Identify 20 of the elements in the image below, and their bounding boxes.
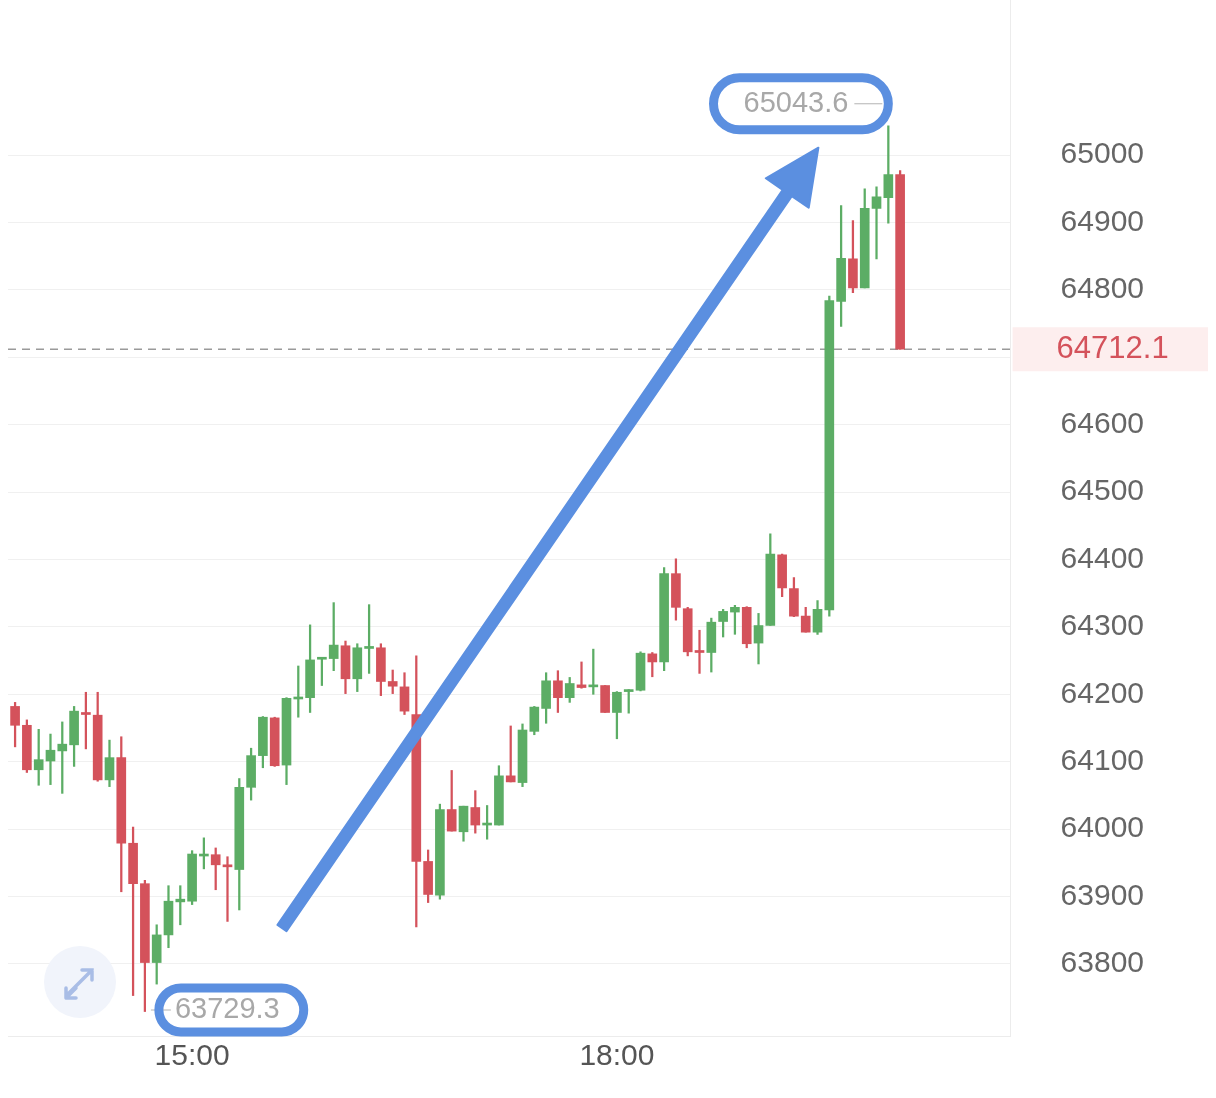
y-tick-label: 64000 [1060, 810, 1145, 844]
y-tick-label: 64400 [1060, 540, 1145, 574]
y-tick-label: 64200 [1060, 675, 1145, 709]
y-tick-label: 65000 [1060, 136, 1145, 170]
y-tick-label: 64100 [1060, 742, 1145, 776]
y-tick-label: 64600 [1060, 405, 1145, 439]
annotation: 65043.6 [743, 85, 849, 118]
y-tick-label: 63900 [1060, 877, 1145, 911]
y-tick-label: 64800 [1060, 271, 1145, 305]
x-tick-label: 18:00 [579, 1038, 655, 1072]
x-tick-label: 15:00 [154, 1038, 230, 1072]
ref-line-label: 64712.1 [1056, 329, 1169, 365]
y-tick-label: 63800 [1060, 945, 1145, 979]
annotation: 63729.3 [174, 992, 280, 1024]
candlestick [694, 629, 705, 674]
y-tick-label: 64500 [1060, 473, 1145, 507]
candlestick [871, 186, 882, 260]
candlestick [222, 856, 233, 922]
y-tick-label: 64900 [1060, 203, 1145, 237]
y-tick-label: 64300 [1060, 608, 1145, 642]
